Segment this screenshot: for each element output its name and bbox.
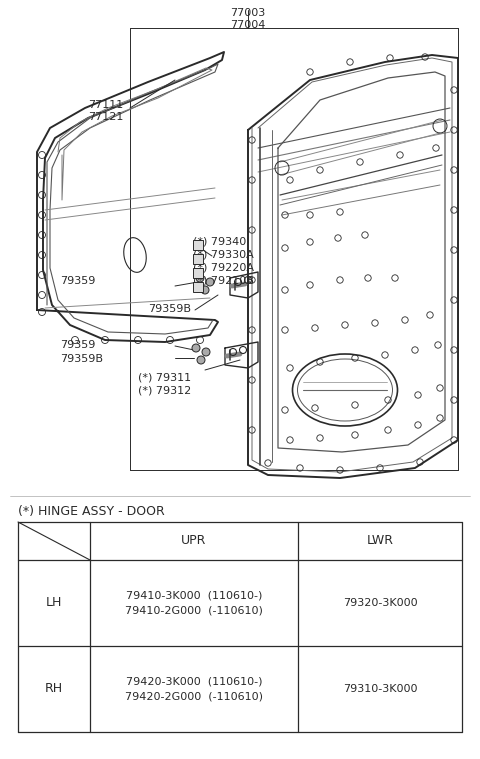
- Bar: [193, 254, 203, 264]
- Text: 79320-3K000: 79320-3K000: [343, 598, 417, 608]
- Text: 77111
77121: 77111 77121: [88, 100, 123, 122]
- Circle shape: [192, 344, 200, 352]
- Text: 79420-3K000  (110610-)
79420-2G000  (-110610): 79420-3K000 (110610-) 79420-2G000 (-1106…: [125, 676, 263, 701]
- Circle shape: [201, 286, 209, 294]
- Text: RH: RH: [45, 682, 63, 695]
- Circle shape: [196, 274, 204, 282]
- Bar: [193, 240, 203, 250]
- Text: 79359: 79359: [60, 340, 96, 350]
- Text: LWR: LWR: [367, 534, 394, 547]
- Circle shape: [197, 356, 205, 364]
- Text: 79310-3K000: 79310-3K000: [343, 684, 417, 694]
- Text: 79359B: 79359B: [148, 304, 191, 314]
- Text: UPR: UPR: [181, 534, 207, 547]
- Text: LH: LH: [46, 597, 62, 609]
- Circle shape: [202, 348, 210, 356]
- Text: (*) HINGE ASSY - DOOR: (*) HINGE ASSY - DOOR: [18, 505, 165, 518]
- Circle shape: [206, 278, 214, 286]
- Text: (*) 79340
(*) 79330A
(*) 79220A
(*) 79210B: (*) 79340 (*) 79330A (*) 79220A (*) 7921…: [193, 237, 254, 285]
- Bar: [193, 282, 203, 292]
- Text: 77003
77004: 77003 77004: [230, 8, 266, 30]
- Text: 79359B: 79359B: [60, 354, 103, 364]
- Text: (*) 79311
(*) 79312: (*) 79311 (*) 79312: [138, 373, 191, 395]
- Bar: [193, 268, 203, 278]
- Text: 79359: 79359: [60, 276, 96, 286]
- Text: 79410-3K000  (110610-)
79410-2G000  (-110610): 79410-3K000 (110610-) 79410-2G000 (-1106…: [125, 591, 263, 616]
